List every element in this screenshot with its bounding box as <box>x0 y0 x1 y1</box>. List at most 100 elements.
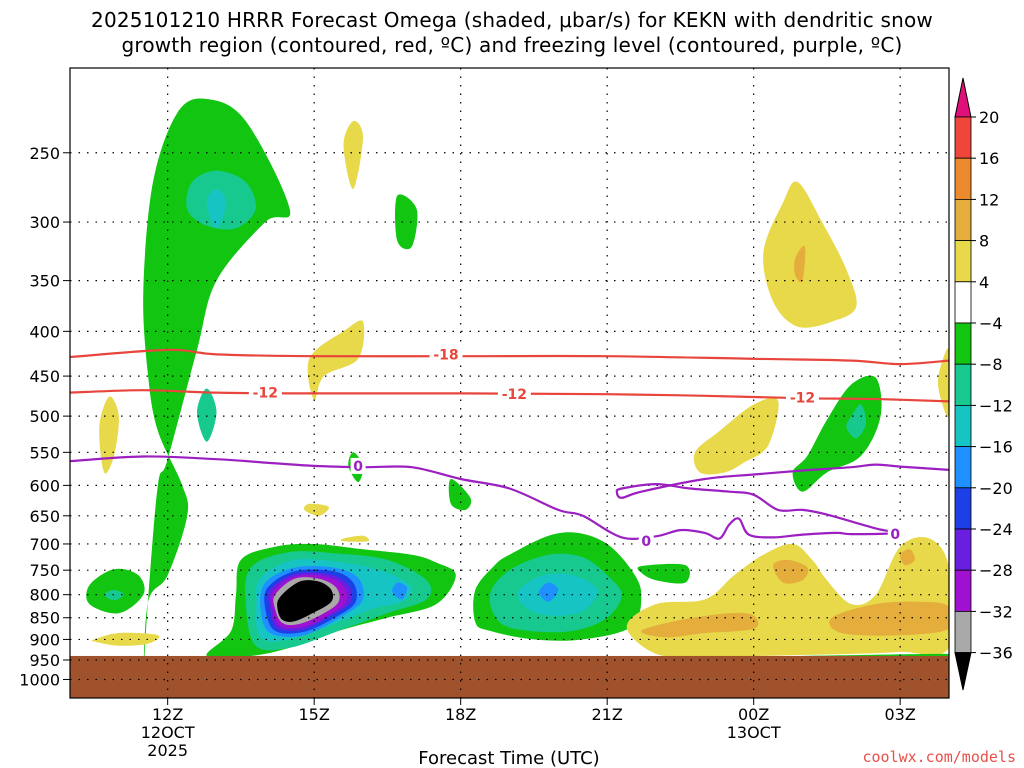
omega-region-38 <box>938 348 949 418</box>
y-tick-label-1000: 1000 <box>19 670 60 689</box>
credit-text: coolwx.com/models <box>862 748 1016 766</box>
y-tick-label-650: 650 <box>29 507 60 526</box>
contour-label-bg-1-1 <box>497 386 531 403</box>
colorbar-label--28: −28 <box>979 561 1013 580</box>
contour-label-bg-0-0 <box>429 346 463 363</box>
y-tick-label-950: 950 <box>29 651 60 670</box>
x-tick-label-21Z: 21Z <box>592 705 623 724</box>
x-axis-title: Forecast Time (UTC) <box>418 748 599 768</box>
contour-label-0-2: 0 <box>890 527 900 543</box>
contour-label--18-0: -18 <box>433 347 458 363</box>
omega-shading-layer <box>86 98 949 680</box>
gridlines <box>70 68 949 698</box>
colorbar-band--16--12 <box>954 404 972 447</box>
y-axis: 250 300 350 400 450 500 550 600 650 700 750 800 850 9… <box>19 144 70 689</box>
colorbar-label--16: −16 <box>979 438 1013 457</box>
x-tick-label-12Z: 12Z <box>152 705 183 724</box>
colorbar-band--8--4 <box>954 322 972 365</box>
omega-region-2 <box>206 189 227 229</box>
y-tick-label-700: 700 <box>29 535 60 554</box>
colorbar-label-8: 8 <box>979 232 989 251</box>
x-tick-label-15Z: 15Z <box>299 705 330 724</box>
contour-label-bg-1-2 <box>786 389 819 406</box>
y-tick-label-500: 500 <box>29 407 60 426</box>
colorbar-band--36--32 <box>954 611 972 654</box>
ground-layer <box>70 655 949 698</box>
colorbar-band-16-20 <box>954 116 972 159</box>
x-tick-label-03Z: 03Z <box>885 705 916 724</box>
contour-label-bg-1-0 <box>248 384 282 401</box>
contour-label-bg-2-0 <box>350 457 366 474</box>
colorbar-band--4-4 <box>954 281 972 324</box>
y-tick-label-450: 450 <box>29 367 60 386</box>
omega-region-9 <box>307 320 365 401</box>
colorbar-label--20: −20 <box>979 479 1013 498</box>
omega-region-31 <box>641 612 759 638</box>
omega-region-27 <box>517 573 598 616</box>
x-tick-label-18Z: 18Z <box>445 705 476 724</box>
colorbar-band--28--24 <box>954 528 972 571</box>
contour-label-bg-2-1 <box>638 533 654 550</box>
colorbar-band--20--16 <box>954 446 972 489</box>
contour-line-0 <box>70 455 949 540</box>
colorbar-band-12-16 <box>954 157 972 200</box>
y-tick-label-300: 300 <box>29 213 60 232</box>
omega-region-0 <box>143 98 291 680</box>
colorbar-label-4: 4 <box>979 273 989 292</box>
colorbar-band-8-12 <box>954 198 972 241</box>
colorbar-band--12--8 <box>954 363 972 406</box>
omega-region-12 <box>395 194 418 250</box>
omega-region-14 <box>448 478 472 511</box>
colorbar-band-4-8 <box>954 240 972 283</box>
chart-title-line-1: 2025101210 HRRR Forecast Omega (shaded, … <box>91 8 933 32</box>
omega-region-11 <box>340 535 370 542</box>
colorbar-label--36: −36 <box>979 644 1013 663</box>
x-tick-label-12OCT: 12OCT <box>141 723 195 742</box>
contour-label--12-2: -12 <box>790 390 815 406</box>
colorbar-over-arrow <box>954 77 972 118</box>
omega-region-24 <box>277 580 334 622</box>
omega-region-34 <box>900 549 915 566</box>
omega-region-6 <box>91 632 160 646</box>
omega-region-35 <box>763 181 857 328</box>
ground-below-surface <box>70 655 949 698</box>
colorbar-label--4: −4 <box>979 314 1003 333</box>
omega-region-29 <box>637 563 690 584</box>
y-tick-label-800: 800 <box>29 586 60 605</box>
contour-line--18 <box>70 348 949 366</box>
omega-region-8 <box>343 120 363 190</box>
omega-region-33 <box>773 559 809 584</box>
y-tick-label-900: 900 <box>29 630 60 649</box>
colorbar-band--24--20 <box>954 487 972 530</box>
x-tick-label-13OCT: 13OCT <box>727 723 781 742</box>
colorbar-under-arrow <box>954 652 972 691</box>
contour-label--12-0: -12 <box>253 386 278 402</box>
colorbar-label-20: 20 <box>979 108 999 127</box>
omega-region-10 <box>303 503 330 516</box>
omega-region-40 <box>846 404 867 439</box>
omega-region-3 <box>197 388 217 442</box>
contour-labels-layer: -18 -12 -12 -12 0 0 0 <box>248 346 903 550</box>
contour-label--12-1: -12 <box>502 387 527 403</box>
y-tick-label-250: 250 <box>29 144 60 163</box>
omega-region-28 <box>538 582 559 602</box>
contour-label-0-0: 0 <box>353 459 363 475</box>
colorbar-label-12: 12 <box>979 190 999 209</box>
colorbar-label--32: −32 <box>979 602 1013 621</box>
y-tick-label-350: 350 <box>29 272 60 291</box>
omega-region-32 <box>829 601 949 636</box>
x-tick-label-00Z: 00Z <box>738 705 769 724</box>
colorbar-label--24: −24 <box>979 520 1013 539</box>
colorbar-label--12: −12 <box>979 396 1013 415</box>
x-tick-label-2025: 2025 <box>147 741 188 760</box>
contour-label-bg-2-2 <box>887 526 903 543</box>
omega-region-37 <box>693 397 779 475</box>
omega-region-19 <box>392 582 408 600</box>
y-tick-label-400: 400 <box>29 322 60 341</box>
colorbar: 20 16 12 8 4 −4 −8 −12 −16 −20 −24 −28 −32 −36 <box>954 77 1013 691</box>
plot-frame <box>69 67 950 699</box>
colorbar-label-16: 16 <box>979 149 999 168</box>
colorbar-band--32--28 <box>954 569 972 612</box>
